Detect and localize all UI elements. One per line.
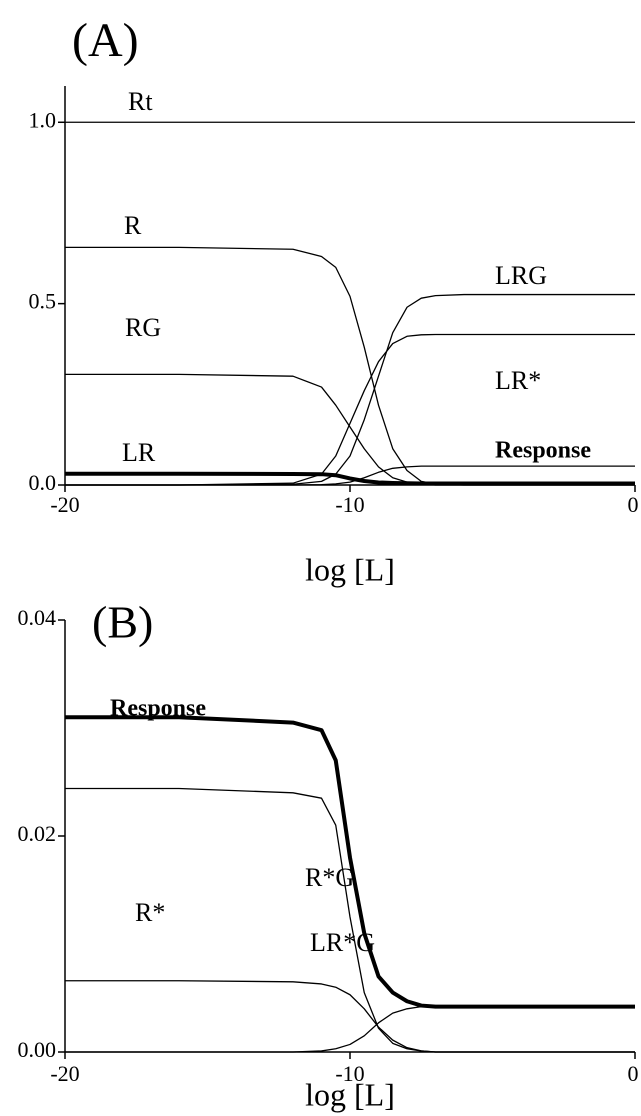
line (65, 471, 635, 486)
y-tick-label: 0.0 (29, 470, 57, 495)
series-label: RG (125, 313, 161, 342)
series-label: Response (495, 438, 591, 464)
x-tick-label: -20 (50, 492, 79, 517)
x-tick-label: 0 (628, 1061, 639, 1086)
x-tick-label: 0 (628, 492, 639, 517)
x-tick-label: -10 (335, 492, 364, 517)
y-tick-label: 0.5 (29, 289, 57, 314)
y-tick-label: 0.00 (18, 1037, 57, 1062)
y-tick-label: 0.02 (18, 821, 57, 846)
series-label: R*G (305, 863, 354, 892)
series-label: R (124, 211, 142, 240)
line (65, 373, 635, 486)
line (65, 1005, 635, 1053)
series-label: Response (110, 696, 206, 722)
line (65, 787, 635, 1053)
series-label: LRG (495, 261, 547, 290)
line (65, 465, 635, 486)
series-label: Rt (128, 87, 153, 116)
line (65, 293, 635, 486)
line (65, 333, 635, 486)
y-tick-label: 1.0 (29, 107, 57, 132)
x-axis-label: log [L] (305, 551, 395, 587)
line (65, 715, 635, 1009)
line (65, 980, 635, 1053)
series-label: LR* (495, 366, 541, 395)
y-tick-label: 0.04 (18, 605, 57, 630)
x-axis-label: log [L] (305, 1076, 395, 1112)
chart-title: (A) (72, 14, 139, 67)
chart-title: (B) (92, 597, 153, 648)
x-tick-label: -20 (50, 1061, 79, 1086)
series-label: LR*G (310, 928, 375, 957)
series-label: LR (122, 438, 156, 467)
series-label: R* (135, 898, 165, 927)
x-tick-label: -10 (335, 1061, 364, 1086)
